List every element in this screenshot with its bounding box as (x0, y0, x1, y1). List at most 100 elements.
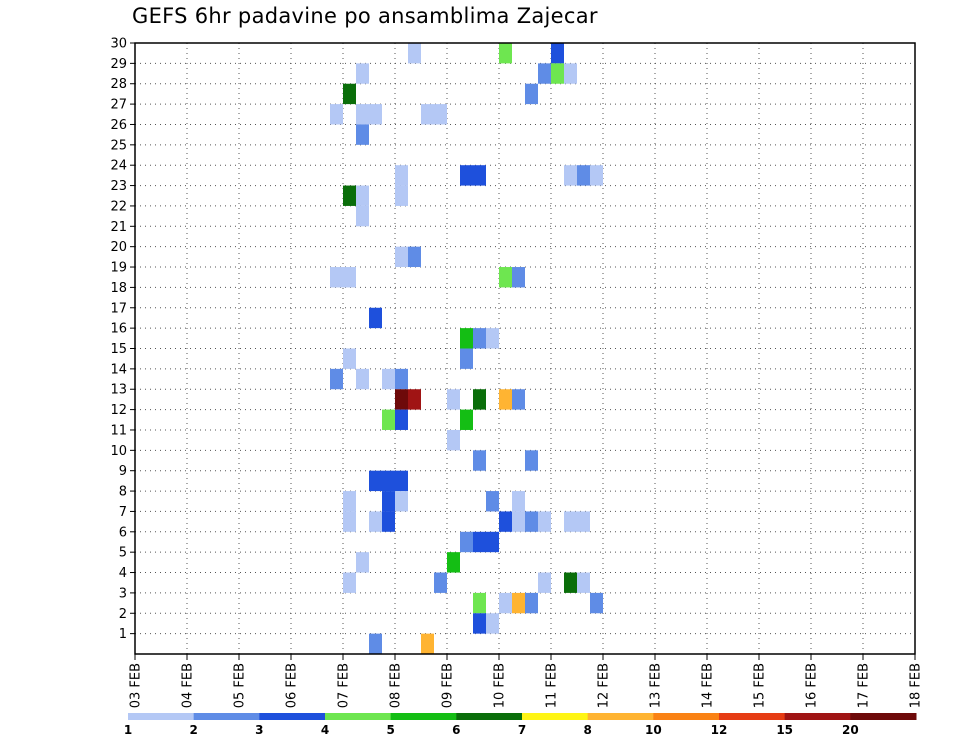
heatmap-cell (525, 83, 538, 105)
heatmap-cell (343, 572, 356, 593)
y-tick-label: 11 (110, 423, 127, 438)
y-tick-label: 26 (110, 118, 127, 133)
colorbar-label: 15 (776, 723, 793, 737)
heatmap-cell (564, 63, 577, 84)
heatmap-cell (330, 368, 343, 390)
heatmap-cell (564, 511, 577, 532)
y-tick-label: 23 (110, 179, 127, 194)
colorbar-segment (850, 713, 917, 720)
heatmap-cell (408, 43, 421, 64)
heatmap-cell (447, 552, 460, 573)
heatmap-cell (408, 389, 421, 410)
x-tick-label: 08 FEB (389, 663, 404, 708)
y-tick-label: 12 (110, 403, 127, 418)
x-tick-label: 10 FEB (493, 663, 508, 708)
heatmap-cell (473, 450, 486, 471)
heatmap-cell (473, 389, 486, 410)
heatmap-cell (460, 328, 473, 349)
colorbar-segment (193, 713, 260, 720)
colorbar-label: 8 (583, 723, 591, 737)
colorbar-label: 12 (711, 723, 728, 737)
y-tick-label: 2 (119, 607, 127, 622)
heatmap-cell (356, 552, 369, 573)
heatmap-cell (395, 470, 408, 492)
heatmap-cell (434, 572, 447, 593)
heatmap-cell (369, 633, 382, 654)
colorbar-segment (259, 713, 326, 720)
heatmap-cell (499, 43, 512, 64)
heatmap-cell (577, 511, 590, 532)
y-tick-label: 7 (119, 505, 127, 520)
heatmap-cell (590, 165, 603, 186)
x-tick-label: 03 FEB (129, 663, 144, 708)
heatmap-cell (343, 348, 356, 369)
x-tick-label: 12 FEB (597, 663, 612, 708)
heatmap-cell (512, 267, 525, 288)
x-tick-label: 14 FEB (701, 663, 716, 708)
heatmap-cell (525, 592, 538, 614)
heatmap-cell (356, 368, 369, 390)
heatmap-cell (525, 511, 538, 532)
heatmap-cell (395, 368, 408, 390)
y-tick-label: 9 (119, 464, 127, 479)
x-tick-label: 07 FEB (337, 663, 352, 708)
heatmap-cell (499, 389, 512, 410)
y-tick-label: 14 (110, 362, 127, 377)
heatmap-cell (395, 389, 408, 410)
y-tick-label: 28 (110, 77, 127, 92)
heatmap-cell (395, 246, 408, 268)
heatmap-cell (421, 104, 434, 125)
heatmap-cell (330, 267, 343, 288)
heatmap-cell (486, 491, 499, 512)
heatmap-cell (512, 511, 525, 532)
heatmap-cell (499, 592, 512, 614)
heatmap-cell (512, 592, 525, 614)
y-tick-label: 25 (110, 138, 127, 153)
heatmap-cell (356, 104, 369, 125)
colorbar-segment (390, 713, 457, 720)
x-tick-label: 15 FEB (753, 663, 768, 708)
x-tick-label: 04 FEB (181, 663, 196, 708)
heatmap-cell (356, 63, 369, 84)
y-tick-label: 1 (119, 627, 127, 642)
x-tick-label: 18 FEB (909, 663, 924, 708)
colorbar-label: 6 (452, 723, 460, 737)
colorbar-segment (653, 713, 720, 720)
heatmap-cell (499, 511, 512, 532)
heatmap-cell (473, 592, 486, 614)
heatmap-cell (486, 613, 499, 634)
y-tick-label: 20 (110, 240, 127, 255)
heatmap-cell (343, 491, 356, 512)
heatmap-cell (382, 491, 395, 512)
heatmap-cell (382, 470, 395, 492)
heatmap-cell (473, 328, 486, 349)
y-tick-label: 16 (110, 322, 127, 337)
heatmap-cell (382, 409, 395, 430)
heatmap-cell (538, 63, 551, 84)
colorbar-label: 20 (842, 723, 859, 737)
heatmap-cell (564, 165, 577, 186)
colorbar-label: 10 (645, 723, 662, 737)
heatmap-cell (447, 389, 460, 410)
heatmap-cell (330, 104, 343, 125)
heatmap-cell (473, 165, 486, 186)
colorbar-segment (456, 713, 523, 720)
heatmap-cell (356, 205, 369, 227)
heatmap-cell (564, 572, 577, 593)
heatmap-cell (447, 429, 460, 451)
heatmap-cell (369, 307, 382, 329)
colorbar-label: 4 (321, 723, 329, 737)
colorbar-label: 5 (386, 723, 394, 737)
colorbar-segment (719, 713, 786, 720)
colorbar-label: 7 (518, 723, 526, 737)
heatmap-cell (343, 267, 356, 288)
heatmap-cell (395, 491, 408, 512)
heatmap-cell (408, 246, 421, 268)
y-tick-label: 10 (110, 444, 127, 459)
x-tick-label: 06 FEB (285, 663, 300, 708)
heatmap-cell (512, 491, 525, 512)
heatmap-cell (590, 592, 603, 614)
x-tick-label: 13 FEB (649, 663, 664, 708)
